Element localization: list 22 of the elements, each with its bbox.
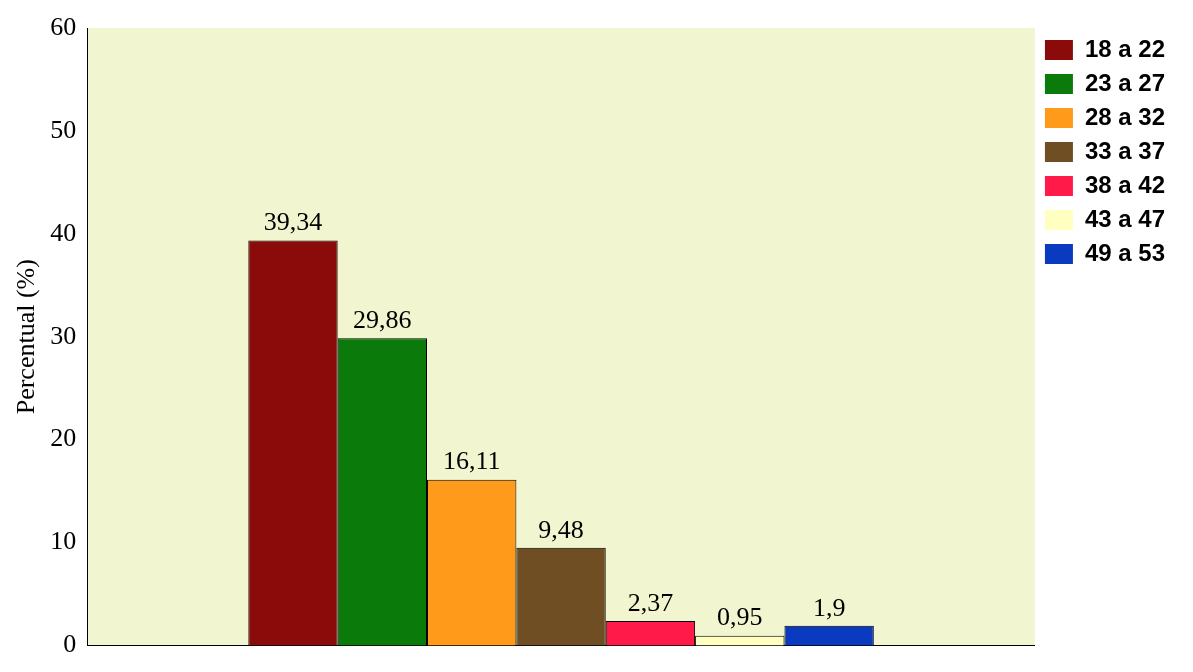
data-label: 2,37 xyxy=(627,587,674,617)
legend-label: 49 a 53 xyxy=(1084,238,1165,266)
legend-label: 43 a 47 xyxy=(1084,204,1165,232)
data-label: 29,86 xyxy=(353,304,412,334)
legend-label: 33 a 37 xyxy=(1084,136,1165,164)
data-label: 0,95 xyxy=(717,602,763,632)
data-label: 1,9 xyxy=(812,592,846,622)
y-tick-label: 0 xyxy=(63,629,77,659)
data-label: 9,48 xyxy=(538,514,584,544)
y-tick-label: 40 xyxy=(50,217,77,247)
legend-label: 38 a 42 xyxy=(1084,170,1165,198)
y-tick-label: 20 xyxy=(50,423,77,453)
legend-label: 28 a 32 xyxy=(1084,102,1165,130)
y-tick-label: 50 xyxy=(50,114,77,144)
data-label: 39,34 xyxy=(263,207,323,237)
legend-label: 23 a 27 xyxy=(1084,68,1165,96)
legend-label: 18 a 22 xyxy=(1084,34,1165,62)
y-axis-title: Percentual (%) xyxy=(11,259,41,415)
y-tick-label: 30 xyxy=(50,320,77,350)
y-tick-label: 60 xyxy=(50,11,77,41)
y-tick-label: 10 xyxy=(50,526,77,556)
data-label: 16,11 xyxy=(442,446,501,476)
